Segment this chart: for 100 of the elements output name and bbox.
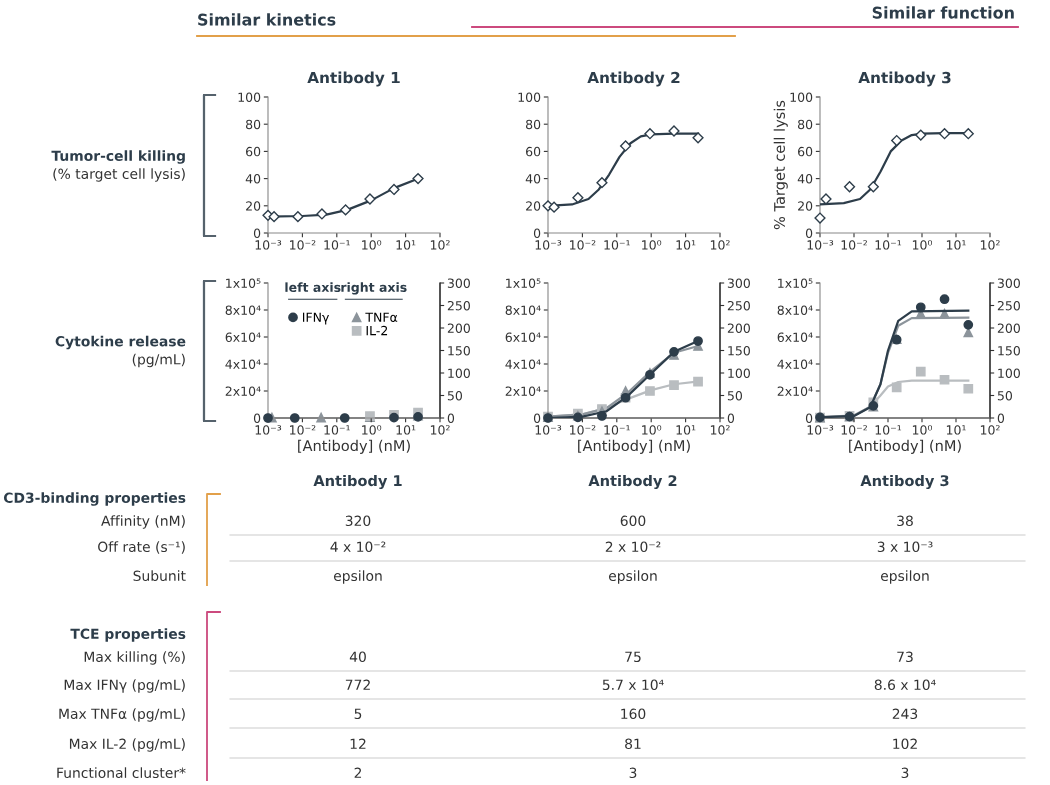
y-tick-label: 60 (246, 146, 261, 157)
y2-tick-label: 0 (447, 413, 455, 423)
x-tick-label: 10⁰ (642, 240, 662, 250)
x-tick-label: 10⁻² (290, 425, 316, 435)
x-tick-label: 10⁰ (912, 240, 933, 250)
text: 73 (897, 651, 913, 663)
category-label: Functional cluster* (57, 767, 186, 779)
y-tick-label: 0 (253, 228, 261, 238)
text: Similar kinetics (198, 13, 336, 26)
text: Similar function (872, 6, 1014, 19)
legend-label: TNFα (365, 312, 398, 322)
text: 600 (620, 515, 646, 527)
text: 81 (625, 738, 641, 750)
x-tick-label: 10⁻¹ (324, 425, 350, 435)
y2-tick-label: 200 (727, 323, 750, 333)
y-tick-label: 4x10⁴ (225, 359, 261, 369)
y-tick-label: 0 (805, 228, 813, 238)
y-tick-label: 80 (798, 119, 813, 130)
x-tick-label: 10⁻² (841, 240, 867, 250)
x-tick-label: 10⁻³ (535, 425, 562, 435)
y2-tick-label: 100 (998, 368, 1020, 378)
text: 3 x 10⁻³ (877, 541, 933, 553)
text: 772 (345, 679, 370, 690)
text: 243 (892, 708, 918, 720)
y2-tick-label: 300 (447, 278, 470, 288)
text: 102 (893, 738, 917, 750)
x-tick-label: 10⁻² (290, 240, 316, 250)
y-tick-label: 20 (798, 201, 813, 211)
text: (pg/mL) (132, 353, 185, 368)
y-tick-label: 60 (798, 146, 813, 157)
y-tick-label: 60 (526, 146, 541, 157)
x-tick-label: 10¹ (946, 240, 966, 250)
y-tick-label: 100 (518, 92, 541, 102)
x-tick-label: 10⁻¹ (324, 240, 350, 250)
text: CD3-binding properties (3, 492, 186, 506)
x-axis-title: [Antibody] (nM) (578, 439, 690, 454)
x-tick-label: 10⁻³ (535, 240, 562, 250)
x-tick-label: 10⁻³ (255, 240, 282, 250)
text: 2 (354, 767, 362, 778)
text: 160 (621, 708, 646, 720)
x-tick-label: 10² (980, 240, 1000, 250)
category-label: Max IFNγ (pg/mL) (64, 679, 185, 693)
y2-tick-label: 300 (997, 278, 1020, 288)
y2-tick-label: 0 (997, 413, 1005, 423)
x-tick-label: 10¹ (676, 425, 696, 435)
x-tick-label: 10² (430, 425, 450, 435)
y2-tick-label: 0 (727, 413, 735, 423)
text: 4 x 10⁻² (330, 541, 386, 553)
x-tick-label: 10⁻³ (807, 425, 834, 435)
y-tick-label: 40 (525, 174, 541, 184)
annotation: right axis (341, 282, 407, 295)
y-tick-label: 0 (533, 228, 541, 238)
category-label: Antibody 2 (588, 474, 677, 490)
x-tick-label: 10¹ (396, 425, 416, 435)
category-label: Subunit (133, 570, 186, 582)
y-tick-label: 2x10⁴ (505, 386, 541, 396)
y-tick-label: 20 (526, 201, 541, 211)
y2-tick-label: 250 (727, 300, 750, 311)
x-tick-label: 10⁰ (642, 425, 662, 435)
annotation: left axis (285, 282, 341, 293)
text: epsilon (333, 570, 382, 584)
y2-tick-label: 150 (998, 345, 1020, 356)
y2-tick-label: 150 (728, 345, 750, 356)
x-tick-label: 10⁰ (362, 425, 382, 435)
y-tick-label: 4x10⁴ (777, 359, 813, 369)
y-tick-label: 40 (797, 174, 813, 184)
text: 2 x 10⁻² (605, 541, 661, 553)
y2-tick-label: 200 (997, 323, 1020, 333)
x-tick-label: 10⁻³ (807, 240, 834, 250)
y-tick-label: 6x10⁴ (225, 332, 261, 342)
y-tick-label: 8x10⁴ (225, 305, 261, 315)
y-tick-label: 20 (246, 201, 261, 211)
y2-tick-label: 50 (447, 390, 463, 401)
y-tick-label: 0 (253, 413, 261, 423)
category-label: Off rate (s⁻¹) (98, 541, 185, 554)
x-tick-label: 10² (710, 425, 730, 435)
text: 40 (349, 651, 366, 663)
y-tick-label: 6x10⁴ (505, 332, 541, 342)
x-tick-label: 10⁻¹ (875, 240, 902, 250)
text: Tumor-cell killing (51, 150, 185, 164)
text: epsilon (880, 570, 929, 584)
text: 8.6 x 10⁴ (874, 679, 936, 691)
y-tick-label: 100 (238, 92, 261, 102)
y2-tick-label: 100 (448, 368, 470, 378)
y2-tick-label: 250 (447, 300, 470, 311)
legend-label: IL-2 (366, 325, 388, 336)
y-tick-label: 1x10⁵ (778, 278, 813, 288)
y2-tick-label: 250 (997, 300, 1020, 311)
x-tick-label: 10⁻² (841, 425, 867, 435)
y2-tick-label: 300 (727, 278, 750, 288)
y2-tick-label: 50 (997, 390, 1013, 401)
text: 3 (901, 767, 909, 779)
x-axis-title: [Antibody] (nM) (849, 439, 961, 454)
x-tick-label: 10⁻¹ (604, 425, 630, 435)
text: Cytokine release (55, 335, 186, 350)
y-tick-label: 8x10⁴ (505, 305, 541, 315)
y-tick-label: 0 (805, 413, 813, 423)
y2-tick-label: 150 (448, 345, 470, 356)
x-tick-label: 10⁻³ (255, 425, 282, 435)
x-tick-label: 10⁰ (912, 425, 933, 435)
